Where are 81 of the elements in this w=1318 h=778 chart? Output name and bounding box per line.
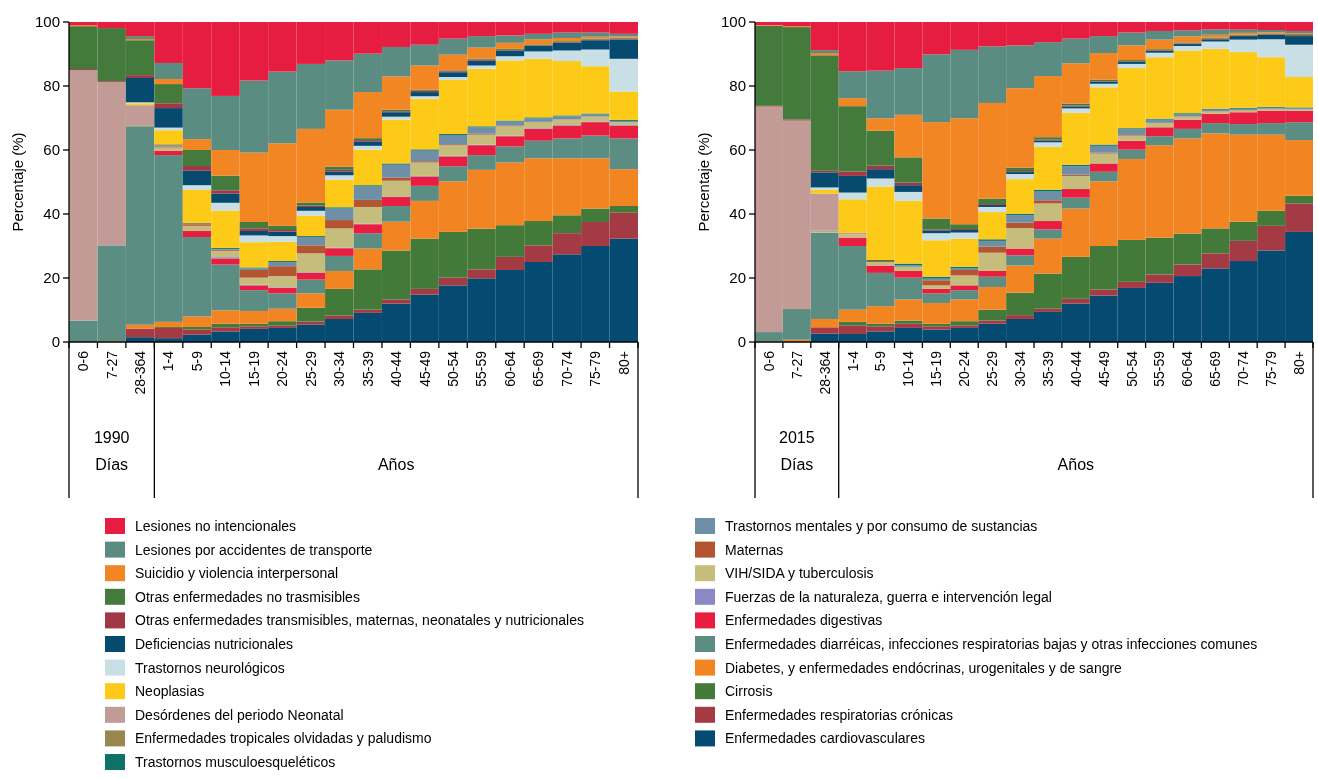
text: Días [95,456,129,473]
x-tick-label: 15-19 [245,350,262,387]
legend-label: Lesiones no intencionales [135,517,297,534]
y-tick-label: 20 [729,269,746,287]
x-tick-label: 65-69 [1207,350,1224,387]
x-tick-label: 20-24 [956,350,973,387]
legend-label: Cirrosis [725,683,773,700]
x-tick-label: 65-69 [530,350,547,387]
y-tick-label: 40 [43,205,60,223]
legend-label: Fuerzas de la naturaleza, guerra e intervención legal [725,588,1052,605]
legend-label: Enfermedades respiratorias crónicas [725,706,953,723]
x-tick-label: 45-49 [1095,350,1112,387]
x-tick-label: 55-59 [473,350,490,387]
x-tick-label: 70-74 [1235,350,1252,387]
x-tick-label: 55-59 [1151,350,1168,387]
y-axis-title: Percentaje (%) [695,132,712,232]
y-tick-label: 0 [51,333,60,351]
x-tick-label: 70-74 [558,350,575,387]
x-tick-label: 0-6 [75,350,92,372]
x-tick-label: 10-14 [900,350,917,387]
legend-label: Enfermedades tropicales olvidadas y paludismo [135,730,432,747]
x-tick-label: 7-27 [103,350,120,380]
y-tick-label: 60 [43,141,60,159]
y-tick-label: 80 [729,77,746,95]
y-tick-label: 40 [729,205,746,223]
legend-label: Enfermedades diarréicas, infecciones respiratorias bajas y otras infecciones comunes [725,635,1258,652]
x-tick-label: 50-54 [444,350,461,387]
x-tick-label: 25-29 [302,350,319,387]
x-tick-label: 50-54 [1123,350,1140,387]
x-tick-label: 0-6 [760,350,777,372]
x-tick-label: 60-64 [1179,350,1196,387]
legend-label: Trastornos neurológicos [135,659,285,676]
y-tick-label: 20 [43,269,60,287]
x-tick-label: 80+ [1290,351,1307,375]
legend-label: Otras enfermedades transmisibles, maternas, neonatales y nutricionales [135,612,584,629]
y-axis-title: Percentaje (%) [9,132,26,232]
text: Años [377,456,415,473]
x-tick-label: 5-9 [872,350,889,372]
x-tick-label: 40-44 [1067,350,1084,387]
text: Días [780,456,814,473]
legend-label: Neoplasias [135,683,205,700]
x-tick-label: 40-44 [388,350,405,387]
legend-label: Lesiones por accidentes de transporte [135,541,373,558]
x-tick-label: 75-79 [587,350,604,387]
x-tick-label: 28-364 [132,350,149,395]
x-tick-label: 10-14 [217,350,234,387]
x-tick-label: 15-19 [928,350,945,387]
y-tick-label: 100 [720,13,746,31]
legend-label: Enfermedades digestivas [725,612,883,629]
text: 2015 [779,429,815,446]
x-tick-label: 75-79 [1263,350,1280,387]
text: Años [1057,456,1095,473]
legend-label: Trastornos mentales y por consumo de sustancias [725,517,1038,534]
legend-label: Enfermedades cardiovasculares [725,730,925,747]
x-tick-label: 35-39 [359,350,376,387]
legend-label: Desórdenes del periodo Neonatal [135,706,344,723]
legend-label: Suicidio y violencia interpersonal [135,565,339,582]
x-tick-label: 5-9 [188,350,205,372]
x-tick-label: 1-4 [160,350,177,372]
legend-label: Maternas [725,541,784,558]
x-tick-label: 1-4 [844,350,861,372]
x-tick-label: 45-49 [416,350,433,387]
legend-label: Deficiencias nutricionales [135,635,293,652]
text: 1990 [93,429,130,446]
legend-label: Trastornos musculoesqueléticos [135,753,336,770]
x-tick-label: 28-364 [816,350,833,395]
x-tick-label: 30-34 [331,350,348,387]
y-tick-label: 0 [737,333,746,351]
x-tick-label: 7-27 [788,350,805,380]
x-tick-label: 80+ [615,351,632,375]
y-tick-label: 80 [43,77,60,95]
y-tick-label: 100 [34,13,60,31]
x-tick-label: 35-39 [1039,350,1056,387]
legend-label: Diabetes, y enfermedades endócrinas, urogenitales y de sangre [725,659,1123,676]
x-tick-label: 25-29 [984,350,1001,387]
legend-label: Otras enfermedades no trasmisibles [135,588,360,605]
legend-label: VIH/SIDA y tuberculosis [725,565,874,582]
x-tick-label: 20-24 [274,350,291,387]
x-tick-label: 30-34 [1011,350,1028,387]
y-tick-label: 60 [729,141,746,159]
x-tick-label: 60-64 [501,350,518,387]
